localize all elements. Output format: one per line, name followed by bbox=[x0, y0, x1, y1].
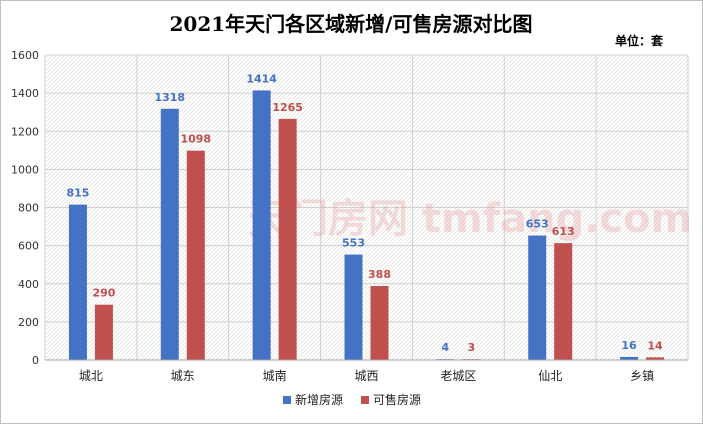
y-tick-label: 400 bbox=[18, 278, 39, 291]
data-label: 553 bbox=[342, 237, 365, 250]
bar bbox=[94, 304, 113, 360]
x-axis: 城北 城东 城南 城西 老城区 仙北 乡镇 bbox=[45, 359, 688, 383]
bar bbox=[344, 254, 363, 360]
bar bbox=[278, 118, 297, 360]
x-tick-label: 城南 bbox=[263, 368, 287, 383]
legend: 新增房源 可售房源 bbox=[283, 392, 421, 407]
chart-title: 2021年天门各区域新增/可售房源对比图 bbox=[170, 12, 533, 36]
y-tick-label: 1200 bbox=[11, 125, 39, 138]
data-label: 1098 bbox=[180, 133, 211, 146]
x-tick-label: 城西 bbox=[354, 369, 378, 383]
grid-lines bbox=[44, 54, 689, 361]
y-tick-label: 1000 bbox=[11, 163, 39, 176]
bar bbox=[186, 150, 205, 360]
y-tick-label: 600 bbox=[18, 240, 39, 253]
bar bbox=[528, 235, 547, 360]
data-label: 1318 bbox=[154, 91, 185, 104]
data-label: 815 bbox=[66, 187, 89, 200]
unit-label: 单位：套 bbox=[615, 33, 664, 48]
data-label: 16 bbox=[621, 339, 637, 352]
data-label: 1265 bbox=[272, 101, 303, 114]
legend-label: 新增房源 bbox=[295, 392, 343, 407]
x-tick-label: 老城区 bbox=[440, 369, 476, 383]
data-label: 613 bbox=[552, 225, 575, 238]
data-label: 388 bbox=[368, 268, 391, 281]
legend-swatch bbox=[283, 396, 291, 404]
bar bbox=[370, 286, 389, 360]
data-label: 653 bbox=[526, 218, 549, 231]
watermark: 天门房网 tmfang.com bbox=[248, 196, 692, 242]
x-tick-label: 仙北 bbox=[538, 369, 562, 383]
x-tick-label: 城北 bbox=[79, 369, 103, 383]
bar bbox=[554, 243, 573, 360]
data-label: 290 bbox=[92, 287, 115, 300]
watermark-text: 天门房网 tmfang.com bbox=[248, 196, 692, 242]
bar bbox=[160, 108, 179, 360]
y-tick-label: 1400 bbox=[11, 87, 39, 100]
legend-label: 可售房源 bbox=[373, 392, 421, 407]
bar bbox=[68, 204, 87, 360]
bar bbox=[620, 356, 639, 360]
y-tick-label: 800 bbox=[18, 202, 39, 215]
data-label: 1414 bbox=[246, 72, 277, 85]
data-label: 3 bbox=[468, 341, 476, 354]
y-axis: 0 200 400 600 800 1000 1200 1400 1600 bbox=[11, 49, 39, 367]
bar bbox=[252, 90, 271, 361]
y-tick-label: 1600 bbox=[11, 49, 39, 62]
y-tick-label: 200 bbox=[18, 316, 39, 329]
data-label: 4 bbox=[442, 341, 450, 354]
x-tick-label: 城东 bbox=[171, 369, 195, 383]
bar bbox=[646, 357, 665, 360]
x-tick-label: 乡镇 bbox=[630, 369, 654, 383]
data-label: 14 bbox=[647, 339, 663, 352]
legend-swatch bbox=[361, 396, 369, 404]
y-tick-label: 0 bbox=[32, 354, 39, 367]
